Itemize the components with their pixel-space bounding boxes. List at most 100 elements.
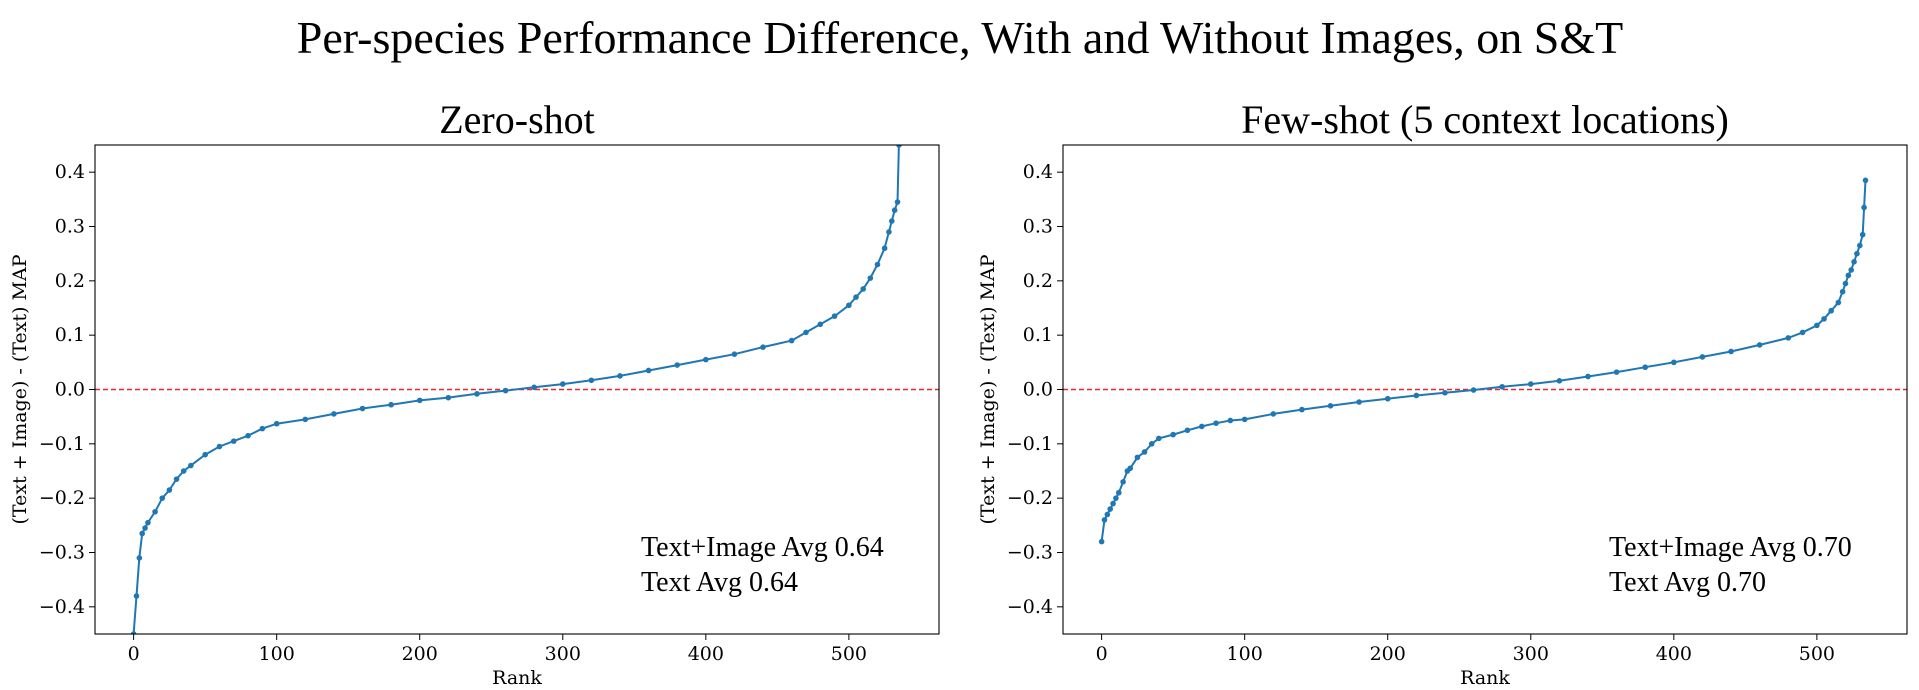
data-point <box>1613 369 1620 375</box>
y-tick-label: 0.4 <box>1023 161 1053 183</box>
data-point <box>1107 506 1114 512</box>
data-point <box>674 362 681 368</box>
data-point <box>1862 177 1869 184</box>
data-point <box>202 451 208 458</box>
data-point <box>1699 354 1706 360</box>
data-point <box>136 555 143 561</box>
data-point <box>416 397 423 404</box>
data-point <box>1327 403 1334 409</box>
data-point <box>1585 373 1591 380</box>
y-tick-label: −0.3 <box>1007 542 1053 564</box>
y-tick-label: 0.1 <box>1023 324 1053 346</box>
panel-title: Few-shot (5 context locations) <box>1241 97 1729 142</box>
x-axis-label: Rank <box>1460 667 1510 689</box>
data-point <box>788 337 795 344</box>
zero-shot-panel: Zero-shot 0 100 200 300 400 500 −0.4 −0.3 −0.2 −0.… <box>9 97 940 689</box>
data-point <box>1184 427 1191 434</box>
data-point <box>159 495 166 501</box>
data-point <box>817 321 824 328</box>
data-point <box>1148 441 1155 447</box>
data-point <box>133 593 140 599</box>
data-point <box>302 416 309 423</box>
x-tick-label: 500 <box>831 643 867 665</box>
y-tick-label: 0.4 <box>55 161 85 183</box>
y-tick-label: 0.3 <box>55 216 85 238</box>
data-point <box>1356 399 1362 405</box>
data-point <box>1120 479 1126 485</box>
data-point <box>874 261 881 268</box>
data-point <box>359 405 366 412</box>
data-point <box>867 275 874 281</box>
data-point <box>1241 416 1248 423</box>
data-point <box>259 425 266 432</box>
series-line <box>1100 180 1867 542</box>
data-point <box>1785 335 1792 341</box>
data-point <box>130 631 137 634</box>
x-tick-label: 400 <box>688 643 724 665</box>
data-point <box>180 468 187 474</box>
x-tick-label: 0 <box>1096 643 1108 665</box>
data-point <box>1842 280 1849 287</box>
data-point <box>1170 431 1176 438</box>
data-point <box>860 286 866 292</box>
panel-title: Zero-shot <box>439 97 595 142</box>
data-point <box>445 394 452 401</box>
y-tick-label: 0.0 <box>55 379 85 401</box>
data-point <box>891 207 898 213</box>
data-point <box>886 229 892 235</box>
data-point <box>1413 392 1420 399</box>
y-tick-label: 0.2 <box>55 270 85 292</box>
data-point <box>388 401 394 408</box>
y-tick-label: 0.3 <box>1023 216 1053 238</box>
few-shot-panel: Few-shot (5 context locations) 0 100 200 300… <box>977 97 1908 689</box>
data-point <box>1098 538 1105 545</box>
data-point <box>1851 259 1857 265</box>
x-tick-label: 300 <box>1513 643 1549 665</box>
plot-area <box>1098 177 1869 545</box>
data-point <box>166 487 173 493</box>
data-point <box>1671 359 1677 366</box>
data-point <box>188 462 194 469</box>
x-tick-label: 0 <box>128 643 140 665</box>
data-point <box>1848 267 1855 273</box>
avg-annotation: Text+Image Avg 0.70 <box>1609 532 1852 563</box>
data-point <box>1156 435 1162 442</box>
data-point <box>1113 495 1119 501</box>
y-axis-label: (Text + Image) - (Text) MAP <box>977 254 999 524</box>
data-point <box>894 199 901 205</box>
data-point <box>1845 272 1852 279</box>
y-tick-label: 0.1 <box>55 324 85 346</box>
data-point <box>173 476 180 482</box>
data-point <box>230 438 237 444</box>
data-point <box>1642 364 1649 371</box>
y-tick-label: −0.2 <box>1007 487 1053 509</box>
data-point <box>1101 517 1108 523</box>
data-point <box>1115 489 1122 496</box>
data-point <box>145 519 151 526</box>
data-point <box>760 344 766 350</box>
data-point <box>1384 395 1391 402</box>
avg-annotation: Text Avg 0.70 <box>1609 567 1766 598</box>
data-point <box>888 218 895 224</box>
x-axis-label: Rank <box>492 667 542 689</box>
data-point <box>703 356 709 363</box>
data-point <box>531 384 537 391</box>
data-point <box>1141 449 1148 455</box>
data-point <box>1499 383 1505 390</box>
x-tick-label: 100 <box>1227 643 1263 665</box>
data-point <box>831 313 838 319</box>
y-tick-label: −0.4 <box>1007 596 1053 618</box>
y-tick-label: 0.2 <box>1023 270 1053 292</box>
data-point <box>1470 387 1477 393</box>
data-point <box>559 381 566 387</box>
data-point <box>1270 411 1277 417</box>
data-point <box>881 245 888 252</box>
data-point <box>273 420 280 427</box>
data-point <box>1442 389 1448 396</box>
avg-annotation: Text Avg 0.64 <box>641 567 798 598</box>
data-point <box>1854 250 1860 257</box>
y-tick-label: −0.2 <box>39 487 85 509</box>
data-point <box>502 387 509 394</box>
data-point <box>216 443 223 450</box>
